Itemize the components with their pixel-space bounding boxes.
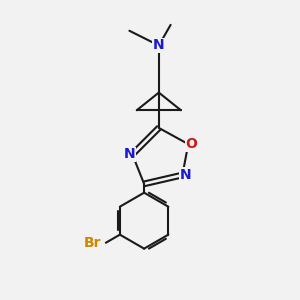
Text: O: O [185,137,197,151]
Text: N: N [153,38,165,52]
Text: N: N [124,147,135,161]
Text: Br: Br [84,236,101,250]
Text: N: N [179,168,191,182]
